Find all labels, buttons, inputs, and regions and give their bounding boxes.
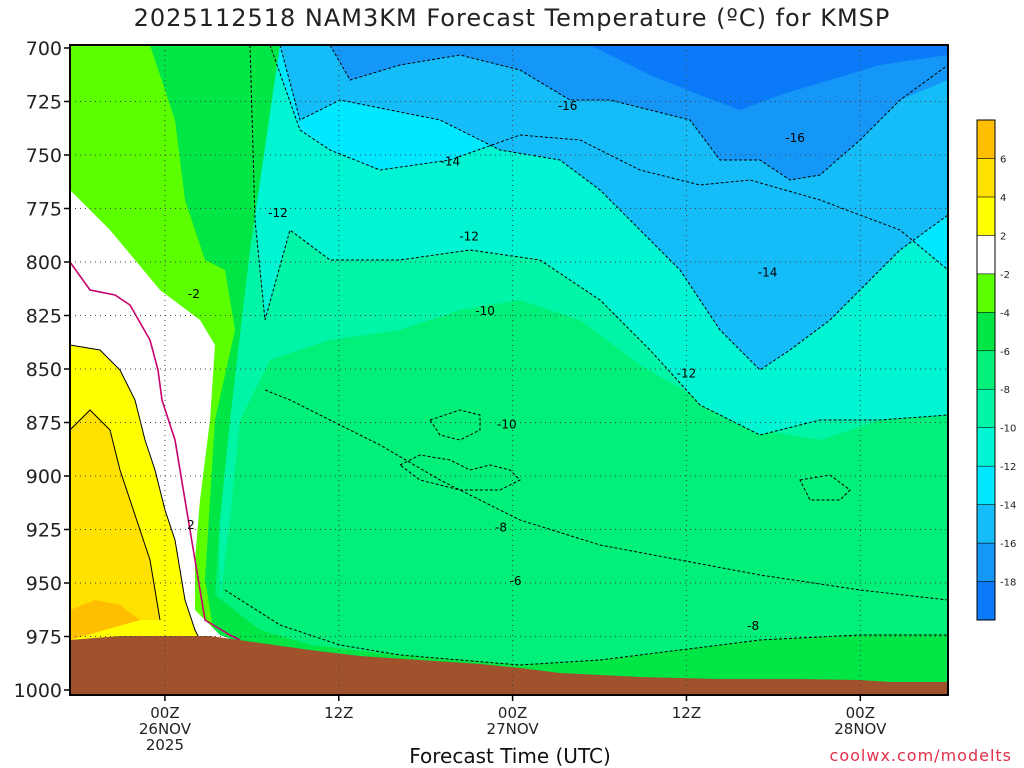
magenta-freezing-line xyxy=(70,261,241,641)
colorbar-frame xyxy=(976,119,996,621)
contour-line-minus-6 xyxy=(224,589,948,666)
contour-label: -8 xyxy=(495,520,507,534)
x-axis-label: Forecast Time (UTC) xyxy=(409,744,611,768)
contour-label: -10 xyxy=(497,418,517,432)
x-tick-label: 00Z xyxy=(150,704,179,722)
contour-label: -14 xyxy=(758,266,778,280)
colorbar-cell xyxy=(976,158,996,198)
contour-line-minus-14 xyxy=(279,45,948,371)
freezing-line xyxy=(70,261,241,641)
contour-label: -12 xyxy=(268,206,288,220)
colorbar-cell xyxy=(976,350,996,390)
colorbar-tick-label: -12 xyxy=(1000,462,1016,473)
terrain-fill xyxy=(70,636,948,695)
y-tick-label: 725 xyxy=(26,92,62,114)
contour-label: -10 xyxy=(475,304,495,318)
colorbar-tick-label: -6 xyxy=(1000,347,1010,358)
contour-label: -6 xyxy=(510,574,522,588)
colorbar-cell xyxy=(976,312,996,352)
y-tick-label: 925 xyxy=(26,520,62,542)
colorbar-tick-label: -18 xyxy=(1000,578,1016,589)
colorbar-cell xyxy=(976,235,996,275)
band-plus-4 xyxy=(70,410,160,620)
y-tick-label: 775 xyxy=(26,199,62,221)
solid-contour-lines xyxy=(70,344,201,641)
contour-line-island-a xyxy=(399,454,521,491)
colorbar-tick-label: 4 xyxy=(1000,193,1006,204)
colorbar-cell xyxy=(976,542,996,582)
colorbar-tick-label: -16 xyxy=(1000,539,1016,550)
contour-line-minus-10 xyxy=(249,45,948,436)
contour-label: 2 xyxy=(187,518,195,532)
x-tick-label: 12Z xyxy=(324,704,353,722)
x-tick-label: 28NOV xyxy=(834,720,887,738)
contour-line-minus-8 xyxy=(264,389,948,601)
y-axis: 700 725 750 775 800 825 850 875 900 925 950 975 1000 xyxy=(14,38,70,702)
y-tick-label: 950 xyxy=(26,573,62,595)
x-tick-label: 26NOV xyxy=(139,720,192,738)
colorbar-cell xyxy=(976,465,996,505)
temperature-fill-bands xyxy=(70,45,948,695)
x-tick-label: 27NOV xyxy=(487,720,540,738)
colorbar-cell xyxy=(976,427,996,467)
contour-label: -16 xyxy=(558,99,578,113)
y-tick-label: 900 xyxy=(26,466,62,488)
colorbar-cell xyxy=(976,504,996,544)
colorbar-cell xyxy=(976,119,996,159)
colorbar: -18 -16 -14 -12 -10 -8 -6 -4 -2 2 4 6 xyxy=(976,119,1016,621)
x-tick-label: 00Z xyxy=(846,704,875,722)
x-tick-label: 2025 xyxy=(146,736,184,754)
colorbar-cell xyxy=(976,388,996,428)
y-tick-label: 975 xyxy=(26,627,62,649)
contour-labels: -16 -16 -14 -12 -12 -14 -2 -10 -12 -10 2 -8 -6 -8 xyxy=(187,99,805,633)
x-tick-label: 12Z xyxy=(672,704,701,722)
colorbar-cell xyxy=(976,196,996,236)
y-tick-label: 700 xyxy=(26,38,62,60)
contour-label: -2 xyxy=(188,287,200,301)
colorbar-tick-label: -4 xyxy=(1000,308,1010,319)
plot-frame xyxy=(69,44,949,696)
y-tick-label: 825 xyxy=(26,306,62,328)
contour-line-island-b xyxy=(429,409,481,441)
y-tick-label: 750 xyxy=(26,145,62,167)
colorbar-tick-label: 6 xyxy=(1000,154,1006,165)
colorbar-tick-label: -10 xyxy=(1000,424,1016,435)
colorbar-cell xyxy=(976,581,996,621)
y-tick-label: 875 xyxy=(26,413,62,435)
colorbar-cell xyxy=(976,273,996,313)
y-tick-label: 1000 xyxy=(14,680,62,702)
grid-lines xyxy=(70,45,948,695)
band-minus-6 xyxy=(225,390,948,665)
contour-label: -12 xyxy=(459,229,479,243)
band-plus-6 xyxy=(70,600,140,640)
colorbar-tick-label: 2 xyxy=(1000,231,1006,242)
y-tick-label: 850 xyxy=(26,359,62,381)
colorbar-tick-label: -2 xyxy=(1000,270,1010,281)
colorbar-tick-label: -8 xyxy=(1000,385,1010,396)
x-tick-label: 00Z xyxy=(498,704,527,722)
contour-line-minus-16 xyxy=(329,45,948,181)
contour-label: -8 xyxy=(747,619,759,633)
credit-text: coolwx.com/modelts xyxy=(829,746,1012,765)
contour-label: -14 xyxy=(441,154,461,168)
solid-line-2 xyxy=(70,409,161,621)
contour-lines xyxy=(224,45,948,666)
y-tick-label: 800 xyxy=(26,252,62,274)
contour-line-minus-12 xyxy=(255,45,948,271)
band-coldest-core xyxy=(590,45,948,110)
colorbar-tick-label: -14 xyxy=(1000,501,1016,512)
chart-title: 2025112518 NAM3KM Forecast Temperature (… xyxy=(133,4,891,32)
contour-label: -12 xyxy=(677,366,697,380)
solid-line-0 xyxy=(70,344,201,641)
contour-label: -16 xyxy=(785,131,805,145)
